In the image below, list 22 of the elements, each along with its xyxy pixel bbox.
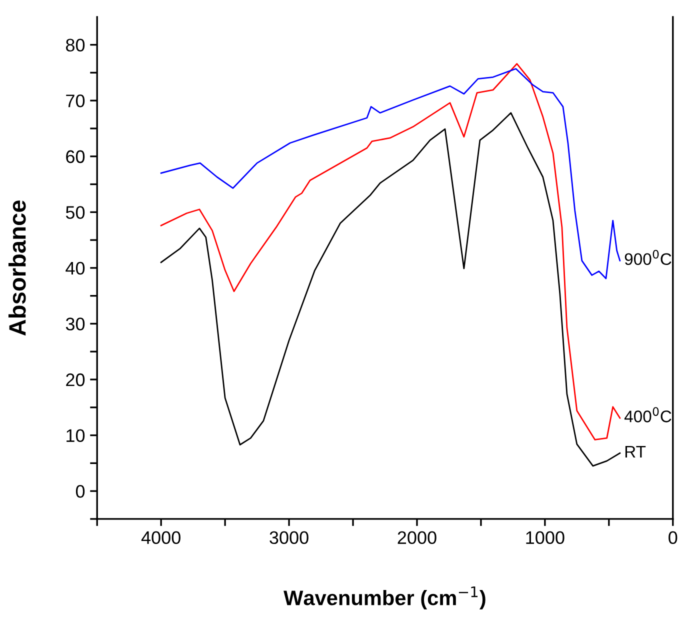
x-tick-label: 2000: [398, 531, 436, 544]
y-tick-label: 70: [66, 94, 85, 108]
y-tick-label: 40: [66, 262, 85, 275]
line-series: [160, 68, 621, 280]
y-axis-title: Absorbance: [8, 200, 26, 336]
y-tick-label: 50: [66, 206, 85, 219]
x-tick-label: 3000: [270, 531, 308, 544]
x-tick-label: 4000: [141, 531, 180, 544]
y-tick-label: 60: [66, 150, 85, 164]
series-label: RT: [625, 446, 646, 458]
series-label: 900$^{0}$C: [624, 250, 672, 266]
line-series: [160, 112, 621, 467]
y-tick-label: 10: [66, 429, 85, 442]
x-tick-label: 0: [668, 531, 678, 544]
x-axis-title: Wavenumber (cm$^{−1}$): [284, 586, 486, 610]
series-label: 400$^{0}$C: [624, 407, 672, 422]
y-tick-label: 30: [66, 318, 85, 330]
y-tick-label: 20: [66, 373, 85, 386]
y-tick-label: 0: [76, 484, 85, 498]
y-tick-label: 80: [66, 38, 85, 52]
x-tick-label: 1000: [526, 531, 564, 544]
line-series: [160, 63, 621, 440]
